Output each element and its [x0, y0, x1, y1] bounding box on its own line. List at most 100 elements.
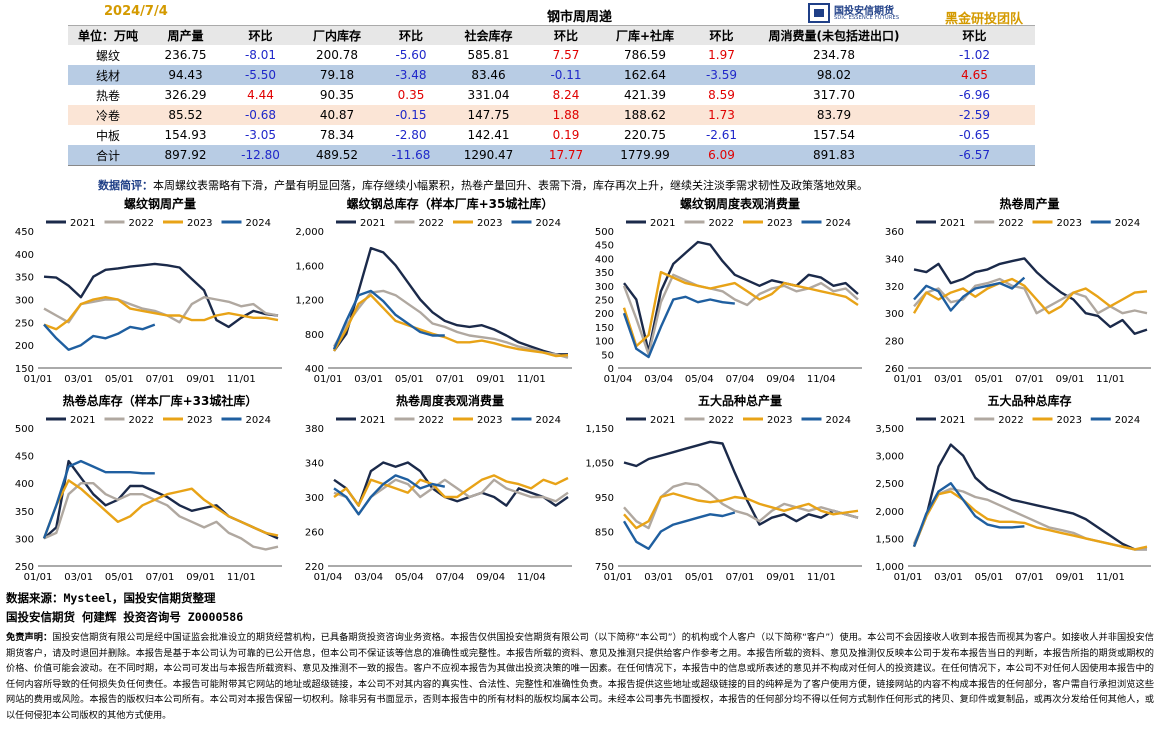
- series-line-2022: [43, 295, 279, 324]
- y-tick-label: 450: [15, 227, 34, 238]
- x-tick-label: 01/04: [314, 572, 343, 583]
- legend-label: 2023: [767, 415, 792, 426]
- logo-text-en: SDIC ESSENCE FUTURES: [834, 15, 900, 21]
- table-cell: 90.35: [319, 88, 355, 102]
- y-tick-label: 300: [15, 534, 34, 545]
- series-line-2024: [622, 295, 735, 359]
- report-date: 2024/7/4: [104, 4, 168, 19]
- chart-title: 五大品种总库存: [987, 393, 1071, 408]
- table-cell: 188.62: [601, 105, 689, 125]
- table-cell: 317.70: [813, 88, 855, 102]
- col-header: 环比: [531, 25, 601, 45]
- y-tick-label: 350: [15, 507, 34, 518]
- col-header: 环比: [914, 25, 1035, 45]
- col-header: 环比: [223, 25, 298, 45]
- y-tick-label: 400: [595, 254, 614, 265]
- table-cell: 891.83: [754, 145, 914, 166]
- col-header: 厂内库存: [298, 25, 376, 45]
- y-tick-label: 300: [305, 493, 324, 504]
- x-tick-label: 05/01: [975, 572, 1004, 583]
- table-cell: 0.19: [552, 128, 580, 142]
- legend-label: 2022: [129, 218, 154, 229]
- x-tick-label: 09/04: [766, 374, 795, 385]
- chart-rebar-output: 螺纹钢周产量 2021 2022 2023 2024 150 200 250 300 350 400…: [15, 196, 282, 385]
- table-cell: 94.43: [148, 65, 223, 85]
- series-line-2022: [43, 481, 279, 551]
- table-row: 热卷 326.29 4.44 90.35 0.35 331.04 8.24 421.39 8.5…: [68, 85, 1035, 105]
- x-tick-label: 07/01: [436, 374, 465, 385]
- series-line-2021: [333, 461, 569, 507]
- table-cell: 83.79: [754, 105, 914, 125]
- legend-label: 2021: [940, 218, 965, 229]
- summary-table: 单位：万吨 周产量 环比 厂内库存 环比 社会库存 环比 厂库+社库 环比 周消…: [68, 25, 1035, 166]
- table-cell: 786.59: [624, 48, 666, 62]
- x-tick-label: 01/01: [24, 572, 53, 583]
- series-line-2021: [913, 257, 1148, 336]
- table-cell: -0.15: [376, 105, 446, 125]
- table-cell: 8.24: [552, 88, 580, 102]
- chart-title: 热卷总库存（样本厂库+33城社库）: [63, 393, 258, 408]
- chart-title: 螺纹钢周度表观消费量: [680, 196, 800, 211]
- legend-label: 2024: [826, 415, 851, 426]
- table-row: 螺纹 236.75 -8.01 200.78 -5.60 585.81 7.57 786.59…: [68, 45, 1035, 65]
- table-cell: 421.39: [624, 88, 666, 102]
- x-tick-label: 09/01: [476, 374, 505, 385]
- y-tick-label: 1,150: [585, 424, 614, 435]
- y-tick-label: 250: [15, 318, 34, 329]
- chart-five-output: 五大品种总产量 2021 2022 2023 2024 750 850 950 1,050 1,1…: [585, 393, 862, 583]
- x-tick-label: 11/01: [1096, 374, 1125, 385]
- legend-label: 2023: [767, 218, 792, 229]
- row-label: 螺纹: [95, 48, 120, 63]
- company-logo: 国投安信期货 SDIC ESSENCE FUTURES: [808, 2, 920, 26]
- row-label: 冷卷: [68, 105, 148, 125]
- series-line-2024: [42, 459, 155, 539]
- series-line-2021: [623, 240, 859, 353]
- legend-label: 2023: [477, 218, 502, 229]
- y-tick-label: 850: [595, 528, 614, 539]
- col-header: 社会库存: [446, 25, 531, 45]
- series-line-2023: [333, 474, 569, 507]
- series-line-2022: [623, 481, 859, 530]
- table-cell: 1.73: [689, 105, 754, 125]
- table-cell: 220.75: [624, 128, 666, 142]
- y-tick-label: 0: [608, 364, 614, 375]
- legend-label: 2021: [360, 218, 385, 229]
- disclaimer-text: 国投安信期货有限公司是经中国证监会批准设立的期货经营机构，已具备期货投资咨询业务…: [6, 632, 1154, 721]
- y-tick-label: 340: [885, 254, 904, 265]
- series-line-2023: [912, 277, 1148, 315]
- series-line-2023: [622, 270, 859, 348]
- table-cell: -6.57: [914, 145, 1035, 166]
- table-cell: 6.09: [689, 145, 754, 166]
- x-tick-label: 05/04: [395, 572, 424, 583]
- y-tick-label: 350: [15, 273, 34, 284]
- y-tick-label: 450: [595, 241, 614, 252]
- series-line-2021: [623, 440, 859, 526]
- table-cell: 4.44: [247, 88, 274, 102]
- y-tick-label: 1,200: [295, 296, 324, 307]
- x-tick-label: 05/01: [975, 374, 1004, 385]
- page-title: 钢市周周递: [546, 10, 612, 25]
- legend-label: 2022: [998, 415, 1023, 426]
- table-cell: 1.88: [531, 105, 601, 125]
- legend-label: 2023: [1057, 218, 1082, 229]
- x-tick-label: 07/01: [726, 572, 755, 583]
- y-tick-label: 350: [595, 268, 614, 279]
- chart-hrc-inventory: 热卷总库存（样本厂库+33城社库） 2021 2022 2023 2024 250 300 3…: [15, 393, 282, 583]
- logo-text-cn: 国投安信期货: [834, 6, 894, 17]
- x-tick-label: 05/01: [105, 374, 134, 385]
- table-header-row: 单位：万吨 周产量 环比 厂内库存 环比 社会库存 环比 厂库+社库 环比 周消…: [68, 25, 1035, 45]
- series-line-2024: [622, 511, 736, 551]
- x-tick-label: 03/01: [644, 572, 673, 583]
- y-tick-label: 400: [15, 479, 34, 490]
- series-line-2022: [912, 487, 1147, 551]
- series-line-2021: [333, 246, 568, 356]
- legend-label: 2024: [246, 415, 271, 426]
- series-line-2021: [912, 443, 1147, 551]
- x-tick-label: 05/01: [395, 374, 424, 385]
- y-tick-label: 260: [305, 528, 324, 539]
- x-tick-label: 07/01: [1015, 572, 1044, 583]
- x-tick-label: 09/04: [476, 572, 505, 583]
- table-cell: 40.87: [298, 105, 376, 125]
- x-tick-label: 07/01: [146, 374, 175, 385]
- table-cell: 234.78: [813, 48, 855, 62]
